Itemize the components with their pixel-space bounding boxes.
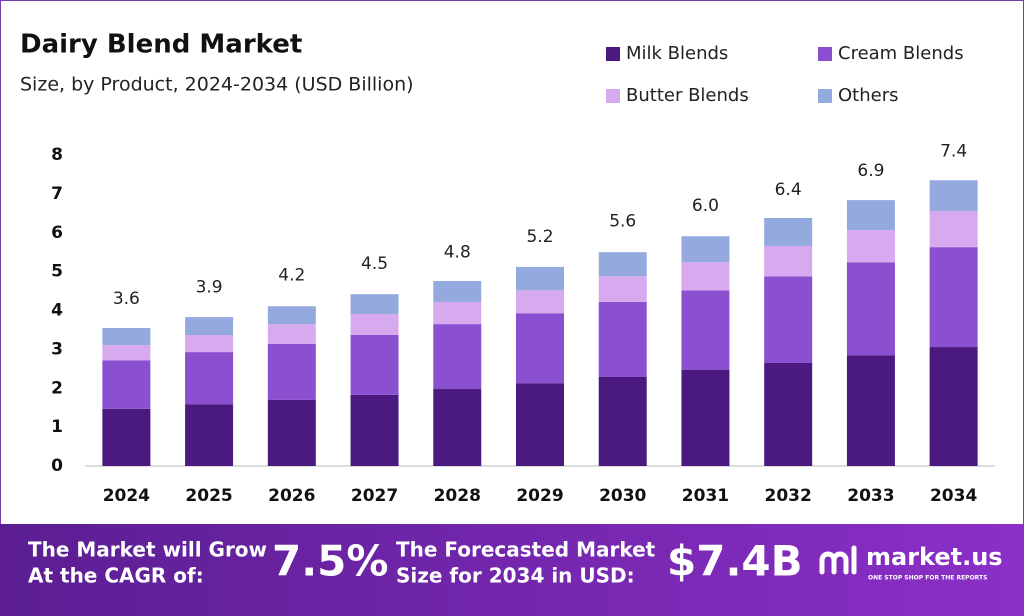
total-label: 4.5 xyxy=(361,254,388,274)
x-tick-label: 2029 xyxy=(516,486,563,506)
bar-segment xyxy=(185,352,234,405)
bar-segment xyxy=(267,324,316,344)
chart-title: Dairy Blend Market xyxy=(20,30,302,60)
bar-segment xyxy=(681,369,730,466)
bar-segment xyxy=(846,262,895,356)
y-tick-label: 4 xyxy=(51,301,63,321)
bar-segment xyxy=(433,301,482,325)
brand: market.us xyxy=(866,543,1003,571)
y-tick-label: 2 xyxy=(51,378,63,398)
bar-segment xyxy=(433,389,482,466)
total-label: 5.2 xyxy=(526,227,553,247)
forecast-text: The Forecasted Market xyxy=(396,538,656,562)
total-label: 4.8 xyxy=(444,242,471,262)
bar-segment xyxy=(516,290,564,314)
bar-segment xyxy=(185,317,234,335)
total-label: 5.6 xyxy=(609,211,636,231)
cagr-text: At the CAGR of: xyxy=(28,564,204,588)
bar-segment xyxy=(598,276,647,302)
bar-segment xyxy=(516,313,564,384)
cagr-text: The Market will Grow xyxy=(28,538,267,562)
x-tick-label: 2030 xyxy=(599,486,646,506)
y-tick-label: 8 xyxy=(51,145,63,165)
chart-subtitle: Size, by Product, 2024-2034 (USD Billion… xyxy=(20,74,414,96)
x-tick-label: 2027 xyxy=(351,486,398,506)
bar-segment xyxy=(598,301,647,377)
bar-segment xyxy=(185,404,234,466)
bar-segment xyxy=(846,200,895,231)
legend: Milk Blends Cream Blends Butter Blends Othe… xyxy=(606,43,964,106)
bar-segment xyxy=(929,210,978,248)
tagline: ONE STOP SHOP FOR THE REPORTS xyxy=(868,575,987,582)
x-tick-label: 2028 xyxy=(434,486,481,506)
bar-segment xyxy=(102,345,151,361)
x-tick-label: 2032 xyxy=(765,486,812,506)
bar-segment xyxy=(929,347,978,466)
bar-segment xyxy=(267,306,316,325)
bar-segment xyxy=(185,334,234,353)
bar-segment xyxy=(267,343,316,400)
total-label: 6.0 xyxy=(692,196,719,216)
bar-segment xyxy=(267,399,316,466)
bar-segment xyxy=(764,276,813,363)
y-tick-label: 1 xyxy=(51,417,63,437)
bar-segment xyxy=(598,252,647,277)
y-tick-label: 3 xyxy=(51,339,63,359)
total-label: 3.9 xyxy=(196,277,223,297)
bar-segment xyxy=(929,180,978,211)
bar-segment xyxy=(846,355,895,466)
bar-segment xyxy=(681,290,730,370)
bar-segment xyxy=(350,334,399,395)
bar-segment xyxy=(102,408,151,466)
legend-swatch xyxy=(818,47,832,61)
legend-swatch xyxy=(818,89,832,103)
y-tick-label: 0 xyxy=(51,456,63,476)
total-label: 4.2 xyxy=(278,266,305,286)
bar-segment xyxy=(764,245,813,277)
total-label: 3.6 xyxy=(113,289,140,309)
forecast-value: $7.4B xyxy=(667,537,803,586)
total-label: 7.4 xyxy=(940,141,967,161)
bar-segment xyxy=(929,247,978,348)
bar-segment xyxy=(350,294,399,314)
bar-segment xyxy=(102,360,151,409)
forecast-text: Size for 2034 in USD: xyxy=(396,564,635,588)
x-tick-label: 2031 xyxy=(682,486,729,506)
bar-segment xyxy=(681,262,730,291)
bar-segment xyxy=(846,230,895,263)
brand-logo xyxy=(819,545,857,575)
bar-segment xyxy=(764,217,813,246)
legend-swatch xyxy=(606,89,620,103)
x-tick-label: 2024 xyxy=(103,486,150,506)
legend-label: Milk Blends xyxy=(626,43,728,64)
bar-segment xyxy=(433,280,482,302)
legend-label: Cream Blends xyxy=(838,43,964,64)
bar-segment xyxy=(516,266,564,291)
total-label: 6.9 xyxy=(857,161,884,181)
bar-segment xyxy=(350,394,399,466)
bar-segment xyxy=(350,313,399,335)
total-label: 6.4 xyxy=(775,180,802,200)
legend-label: Butter Blends xyxy=(626,85,749,106)
bar-segment xyxy=(433,324,482,390)
cagr-value: 7.5% xyxy=(272,537,388,586)
bar-segment xyxy=(764,362,813,466)
x-tick-label: 2025 xyxy=(185,486,232,506)
legend-swatch xyxy=(606,47,620,61)
y-tick-label: 6 xyxy=(51,223,63,243)
x-tick-label: 2034 xyxy=(930,486,977,506)
bar-segment xyxy=(516,383,564,466)
legend-label: Others xyxy=(838,85,899,106)
x-tick-label: 2033 xyxy=(847,486,894,506)
bar-segment xyxy=(681,236,730,263)
y-tick-label: 7 xyxy=(51,184,63,204)
bar-segment xyxy=(598,376,647,466)
y-tick-label: 5 xyxy=(51,262,63,282)
bar-segment xyxy=(102,327,151,346)
x-tick-label: 2026 xyxy=(268,486,315,506)
